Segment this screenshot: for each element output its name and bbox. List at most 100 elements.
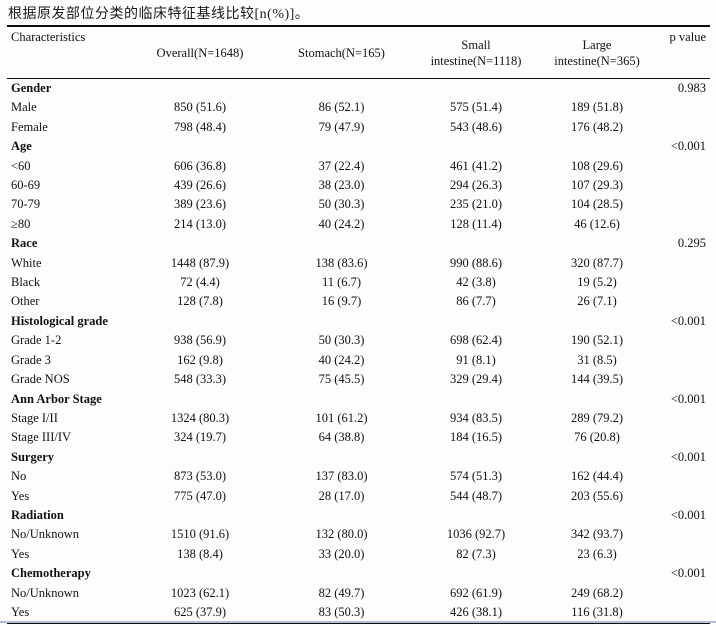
table-row: Stage I/II 1324 (80.3) 101 (61.2) 934 (83.5… bbox=[7, 409, 710, 428]
cell-stomach: 101 (61.2) bbox=[315, 410, 368, 425]
cell-large-intestine bbox=[542, 448, 652, 467]
cell-overall bbox=[127, 234, 273, 253]
cell-p-value bbox=[652, 98, 710, 117]
cell-large-intestine: 189 (51.8) bbox=[570, 100, 624, 115]
cell-large-intestine bbox=[542, 390, 652, 409]
cell-small-intestine bbox=[410, 312, 542, 331]
cell-large-intestine: 190 (52.1) bbox=[570, 333, 624, 348]
cell-overall: 324 (19.7) bbox=[173, 430, 227, 445]
cell-p-value bbox=[652, 370, 710, 389]
cell-large-intestine: 107 (29.3) bbox=[570, 178, 624, 193]
table-row: Male 850 (51.6) 86 (52.1) 575 (51.4) 189 (51… bbox=[7, 98, 710, 117]
characteristics-table: Characteristics Overall(N=1648) Stomach(… bbox=[7, 25, 710, 625]
cell-large-intestine: 26 (7.1) bbox=[577, 294, 617, 309]
cell-p-value: <0.001 bbox=[670, 507, 706, 522]
cell-overall: 1324 (80.3) bbox=[170, 410, 230, 425]
row-label: Male bbox=[11, 100, 37, 115]
row-label: Female bbox=[11, 119, 48, 134]
cell-stomach: 33 (20.0) bbox=[318, 546, 365, 561]
table-row: <60 606 (36.8) 37 (22.4) 461 (41.2) 108 (29.… bbox=[7, 157, 710, 176]
cell-small-intestine: 574 (51.3) bbox=[449, 469, 503, 484]
row-label: Grade NOS bbox=[11, 372, 70, 387]
cell-stomach: 64 (38.8) bbox=[318, 430, 365, 445]
row-label: Radiation bbox=[11, 507, 64, 522]
cell-p-value bbox=[652, 176, 710, 195]
header-small-intestine: Small intestine(N=1118) bbox=[410, 26, 542, 79]
row-label: <60 bbox=[11, 158, 31, 173]
cell-overall: 548 (33.3) bbox=[173, 372, 227, 387]
cell-p-value: <0.001 bbox=[670, 391, 706, 406]
row-label: Yes bbox=[11, 488, 30, 503]
cell-stomach bbox=[273, 312, 410, 331]
row-label: Black bbox=[11, 275, 41, 290]
row-label: Grade 1-2 bbox=[11, 333, 62, 348]
cell-stomach: 82 (49.7) bbox=[318, 585, 365, 600]
cell-small-intestine bbox=[410, 506, 542, 525]
cell-p-value bbox=[652, 428, 710, 447]
cell-p-value: <0.001 bbox=[670, 449, 706, 464]
table-row: Surgery <0.001 bbox=[7, 448, 710, 467]
table-row: Age <0.001 bbox=[7, 137, 710, 156]
cell-stomach bbox=[273, 137, 410, 156]
row-label: Other bbox=[11, 294, 40, 309]
table-row: Ann Arbor Stage <0.001 bbox=[7, 390, 710, 409]
cell-stomach: 138 (83.6) bbox=[315, 255, 368, 270]
cell-small-intestine bbox=[410, 234, 542, 253]
cell-overall: 439 (26.6) bbox=[173, 178, 227, 193]
cell-small-intestine: 42 (3.8) bbox=[456, 275, 496, 290]
row-label: Yes bbox=[11, 546, 30, 561]
table-row: Grade 3 162 (9.8) 40 (24.2) 91 (8.1) 31 (8.5… bbox=[7, 351, 710, 370]
cell-small-intestine: 698 (62.4) bbox=[449, 333, 503, 348]
table-row: Other 128 (7.8) 16 (9.7) 86 (7.7) 26 (7.1) bbox=[7, 292, 710, 311]
cell-stomach bbox=[273, 564, 410, 583]
table-row: No/Unknown 1510 (91.6) 132 (80.0) 1036 (92.… bbox=[7, 525, 710, 544]
cell-p-value bbox=[652, 545, 710, 564]
cell-small-intestine: 235 (21.0) bbox=[449, 197, 503, 212]
table-row: Yes 775 (47.0) 28 (17.0) 544 (48.7) 203 (55.… bbox=[7, 487, 710, 506]
cell-large-intestine: 23 (6.3) bbox=[577, 546, 617, 561]
cell-stomach: 37 (22.4) bbox=[318, 158, 365, 173]
cell-overall bbox=[127, 312, 273, 331]
cell-overall: 1510 (91.6) bbox=[170, 527, 230, 542]
cell-overall: 775 (47.0) bbox=[173, 488, 227, 503]
cell-stomach: 137 (83.0) bbox=[315, 469, 368, 484]
table-row: Chemotherapy <0.001 bbox=[7, 564, 710, 583]
cell-small-intestine: 294 (26.3) bbox=[449, 178, 503, 193]
cell-large-intestine: 162 (44.4) bbox=[570, 469, 624, 484]
cell-large-intestine: 342 (93.7) bbox=[570, 527, 624, 542]
cell-p-value bbox=[652, 273, 710, 292]
table-row: Grade 1-2 938 (56.9) 50 (30.3) 698 (62.4) 19… bbox=[7, 331, 710, 350]
cell-large-intestine bbox=[542, 234, 652, 253]
header-row: Characteristics Overall(N=1648) Stomach(… bbox=[7, 26, 710, 79]
cell-stomach: 38 (23.0) bbox=[318, 178, 365, 193]
row-label: Histological grade bbox=[11, 313, 108, 328]
cell-large-intestine bbox=[542, 506, 652, 525]
cell-overall: 850 (51.6) bbox=[173, 100, 227, 115]
cell-large-intestine bbox=[542, 137, 652, 156]
cell-small-intestine bbox=[410, 79, 542, 99]
cell-stomach bbox=[273, 506, 410, 525]
cell-stomach: 11 (6.7) bbox=[321, 275, 362, 290]
row-label: No/Unknown bbox=[11, 527, 80, 542]
cell-overall: 389 (23.6) bbox=[173, 197, 227, 212]
cell-p-value bbox=[652, 331, 710, 350]
cell-p-value bbox=[652, 195, 710, 214]
cell-p-value bbox=[652, 215, 710, 234]
cell-large-intestine: 144 (39.5) bbox=[570, 372, 624, 387]
cell-small-intestine: 543 (48.6) bbox=[449, 119, 503, 134]
cell-stomach bbox=[273, 448, 410, 467]
cell-stomach: 132 (80.0) bbox=[315, 527, 368, 542]
row-label: Age bbox=[11, 139, 32, 154]
cell-small-intestine: 934 (83.5) bbox=[449, 410, 503, 425]
header-p-value: p value bbox=[652, 26, 710, 79]
cell-overall bbox=[127, 79, 273, 99]
row-label: Stage I/II bbox=[11, 410, 58, 425]
cell-large-intestine bbox=[542, 312, 652, 331]
cell-large-intestine bbox=[542, 79, 652, 99]
cell-p-value: <0.001 bbox=[670, 313, 706, 328]
table-row: Yes 138 (8.4) 33 (20.0) 82 (7.3) 23 (6.3) bbox=[7, 545, 710, 564]
cell-stomach: 79 (47.9) bbox=[318, 119, 365, 134]
cell-large-intestine: 76 (20.8) bbox=[574, 430, 620, 445]
cell-stomach bbox=[273, 390, 410, 409]
table-row: Radiation <0.001 bbox=[7, 506, 710, 525]
